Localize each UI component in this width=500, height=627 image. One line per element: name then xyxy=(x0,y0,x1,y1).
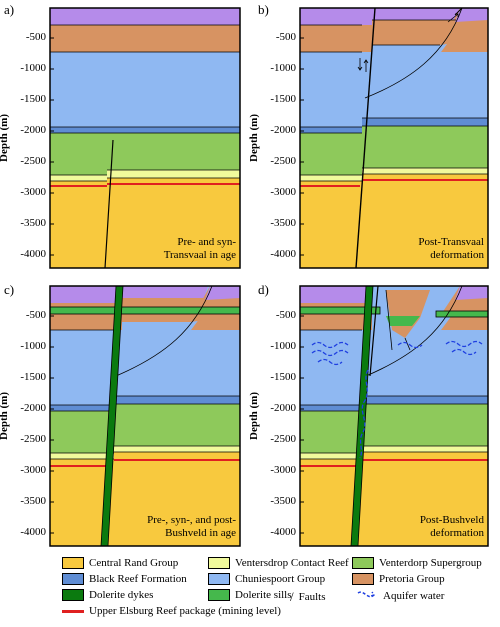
panel-a xyxy=(50,8,240,268)
dolerite-dyke-c xyxy=(100,286,124,546)
tick-label: -2500 xyxy=(270,155,296,167)
tick-label: -3000 xyxy=(20,464,46,476)
caption-a-line1: Pre- and syn- xyxy=(177,236,236,248)
caption-b: Post-Transvaal deformation xyxy=(418,236,484,262)
black-reef-a xyxy=(50,127,240,133)
fault-a xyxy=(104,139,114,268)
panel-letter-b: b) xyxy=(258,2,269,17)
ventersdorp-a xyxy=(50,133,240,175)
caption-a-line2: Transvaal in age xyxy=(163,249,236,261)
tick-label: -1500 xyxy=(270,371,296,383)
tick-label: -3000 xyxy=(270,464,296,476)
tick-label: -3000 xyxy=(20,186,46,198)
y-axis-label-d: Depth (m) xyxy=(247,392,260,440)
tick-label: -1500 xyxy=(270,93,296,105)
y-axis-label-c: Depth (m) xyxy=(0,392,10,440)
tick-label: -500 xyxy=(25,309,46,321)
tick-label: -1000 xyxy=(20,62,46,74)
vcr-a2 xyxy=(107,170,240,178)
panel-letter-c: c) xyxy=(4,282,15,297)
tick-label: -1000 xyxy=(20,340,46,352)
tick-label: -2500 xyxy=(270,433,296,445)
tick-label: -500 xyxy=(25,31,46,43)
tick-label: -3000 xyxy=(270,186,296,198)
dolerite-sill-c xyxy=(50,306,240,315)
dolerite-dyke-d xyxy=(350,286,374,546)
y-axis-label-b: Depth (m) xyxy=(247,114,260,162)
panel-b xyxy=(300,8,488,268)
vcr-a xyxy=(50,175,107,181)
tick-label: -3500 xyxy=(20,217,46,229)
caption-c: Pre-, syn-, and post- Bushveld in age xyxy=(147,514,236,540)
y-axis-label-a: Depth (m) xyxy=(0,114,10,162)
tick-label: -1000 xyxy=(270,62,296,74)
tick-label: -4000 xyxy=(20,248,46,260)
tick-label: -4000 xyxy=(270,526,296,538)
tick-label: -2000 xyxy=(20,124,46,136)
tick-label: -2000 xyxy=(270,402,296,414)
caption-c-line2: Bushveld in age xyxy=(165,527,236,539)
pretoria-a xyxy=(50,25,240,52)
panel-letter-d: d) xyxy=(258,282,269,297)
central-rand-a xyxy=(50,181,240,268)
tick-label: -4000 xyxy=(270,248,296,260)
aquifer-water-d xyxy=(311,340,483,459)
panel-c xyxy=(50,286,240,546)
caption-b-line1: Post-Transvaal xyxy=(418,236,484,248)
chuniespoort-a xyxy=(50,52,240,127)
caption-d-line1: Post-Bushveld xyxy=(419,514,484,526)
pretoria-top-a xyxy=(50,8,240,25)
caption-d-line2: deformation xyxy=(430,527,484,539)
tick-label: -2000 xyxy=(20,402,46,414)
caption-b-line2: deformation xyxy=(430,249,484,261)
tick-label: -2500 xyxy=(20,433,46,445)
tick-label: -2000 xyxy=(270,124,296,136)
tick-label: -3500 xyxy=(20,495,46,507)
tick-label: -1500 xyxy=(20,371,46,383)
caption-d: Post-Bushveld deformation xyxy=(420,514,484,540)
tick-label: -1500 xyxy=(20,93,46,105)
caption-a: Pre- and syn- Transvaal in age xyxy=(164,236,236,262)
tick-label: -1000 xyxy=(270,340,296,352)
fault-b xyxy=(355,8,376,268)
caption-c-line1: Pre-, syn-, and post- xyxy=(147,514,236,526)
tick-label: -4000 xyxy=(20,526,46,538)
tick-label: -3500 xyxy=(270,217,296,229)
panel-d xyxy=(300,286,488,546)
panel-letter-a: a) xyxy=(4,2,15,17)
tick-label: -2500 xyxy=(20,155,46,167)
tick-label: -500 xyxy=(275,309,296,321)
tick-label: -3500 xyxy=(270,495,296,507)
tick-label: -500 xyxy=(275,31,296,43)
